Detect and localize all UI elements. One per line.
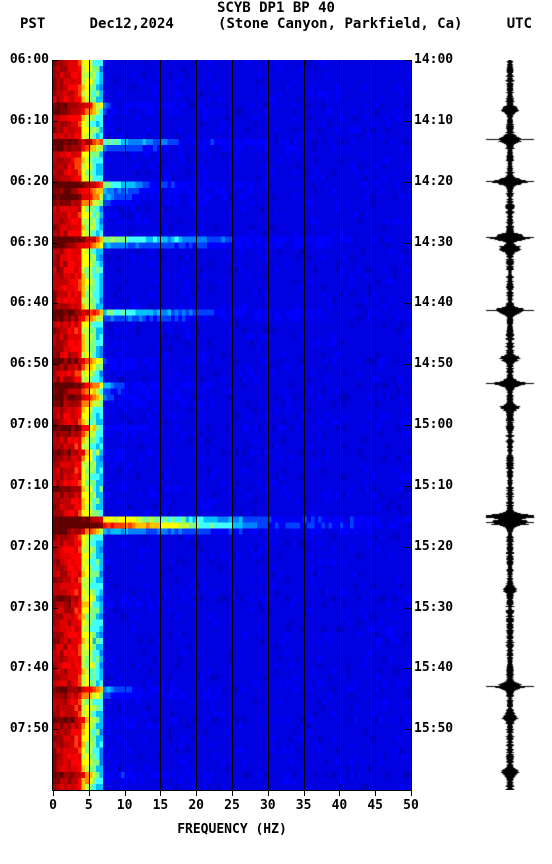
ytick-mark — [52, 364, 58, 365]
xtick-label: 15 — [153, 798, 169, 813]
waveform-canvas — [485, 60, 535, 790]
ytick-right: 14:50 — [414, 356, 453, 371]
xtick-mark — [268, 790, 269, 796]
ytick-mark — [52, 547, 58, 548]
xtick-label: 40 — [332, 798, 348, 813]
gridline — [339, 60, 340, 790]
ytick-mark — [405, 425, 411, 426]
ytick-mark — [52, 60, 58, 61]
ytick-mark — [52, 608, 58, 609]
ytick-mark — [52, 668, 58, 669]
xtick-mark — [411, 790, 412, 796]
xtick-label: 25 — [224, 798, 240, 813]
ytick-right: 14:30 — [414, 235, 453, 250]
ytick-left: 06:40 — [10, 295, 49, 310]
ytick-mark — [52, 243, 58, 244]
gridline — [304, 60, 305, 790]
ytick-right: 15:10 — [414, 478, 453, 493]
ytick-mark — [52, 303, 58, 304]
ytick-right: 14:40 — [414, 295, 453, 310]
gridline — [125, 60, 126, 790]
ytick-mark — [405, 608, 411, 609]
xtick-mark — [339, 790, 340, 796]
xtick-label: 50 — [403, 798, 419, 813]
ytick-left: 06:50 — [10, 356, 49, 371]
ytick-left: 06:20 — [10, 174, 49, 189]
ytick-right: 15:20 — [414, 539, 453, 554]
xtick-label: 10 — [117, 798, 133, 813]
ytick-right: 14:20 — [414, 174, 453, 189]
ytick-right: 14:00 — [414, 52, 453, 67]
ytick-mark — [52, 121, 58, 122]
ytick-mark — [405, 547, 411, 548]
xtick-mark — [232, 790, 233, 796]
right-tz-label: UTC — [507, 16, 532, 32]
gridline — [196, 60, 197, 790]
ytick-left: 07:20 — [10, 539, 49, 554]
chart-title: SCYB DP1 BP 40 — [0, 0, 552, 16]
ytick-mark — [405, 121, 411, 122]
spectrogram-plot — [53, 60, 411, 790]
xtick-mark — [304, 790, 305, 796]
left-tz-label: PST — [20, 16, 45, 32]
ytick-mark — [405, 243, 411, 244]
ytick-mark — [52, 729, 58, 730]
gridline — [160, 60, 161, 790]
xtick-mark — [375, 790, 376, 796]
ytick-mark — [405, 60, 411, 61]
header-location: (Stone Canyon, Parkfield, Ca) — [218, 16, 462, 32]
xtick-mark — [160, 790, 161, 796]
ytick-left: 06:30 — [10, 235, 49, 250]
ytick-mark — [405, 364, 411, 365]
gridline — [89, 60, 90, 790]
ytick-right: 14:10 — [414, 113, 453, 128]
ytick-left: 07:00 — [10, 417, 49, 432]
y-axis-left: 06:0006:1006:2006:3006:4006:5007:0007:10… — [0, 60, 52, 790]
x-axis-label: FREQUENCY (HZ) — [53, 822, 411, 837]
xtick-label: 35 — [296, 798, 312, 813]
ytick-right: 15:00 — [414, 417, 453, 432]
xtick-label: 0 — [49, 798, 57, 813]
ytick-right: 15:30 — [414, 600, 453, 615]
ytick-mark — [405, 729, 411, 730]
ytick-mark — [405, 668, 411, 669]
ytick-left: 07:30 — [10, 600, 49, 615]
xtick-label: 30 — [260, 798, 276, 813]
ytick-mark — [405, 303, 411, 304]
y-axis-right: 14:0014:1014:2014:3014:4014:5015:0015:10… — [411, 60, 461, 790]
header-date: Dec12,2024 — [90, 16, 174, 32]
ytick-right: 15:50 — [414, 721, 453, 736]
gridline — [375, 60, 376, 790]
xtick-label: 20 — [188, 798, 204, 813]
waveform-plot — [485, 60, 535, 790]
ytick-left: 07:10 — [10, 478, 49, 493]
xtick-mark — [196, 790, 197, 796]
ytick-left: 07:50 — [10, 721, 49, 736]
gridline — [268, 60, 269, 790]
ytick-mark — [52, 425, 58, 426]
xtick-mark — [89, 790, 90, 796]
ytick-left: 06:10 — [10, 113, 49, 128]
ytick-mark — [52, 182, 58, 183]
xtick-label: 5 — [85, 798, 93, 813]
gridline — [232, 60, 233, 790]
ytick-mark — [52, 486, 58, 487]
xtick-mark — [125, 790, 126, 796]
ytick-left: 07:40 — [10, 660, 49, 675]
ytick-left: 06:00 — [10, 52, 49, 67]
xtick-mark — [53, 790, 54, 796]
ytick-mark — [405, 182, 411, 183]
ytick-right: 15:40 — [414, 660, 453, 675]
xtick-label: 45 — [367, 798, 383, 813]
ytick-mark — [405, 486, 411, 487]
